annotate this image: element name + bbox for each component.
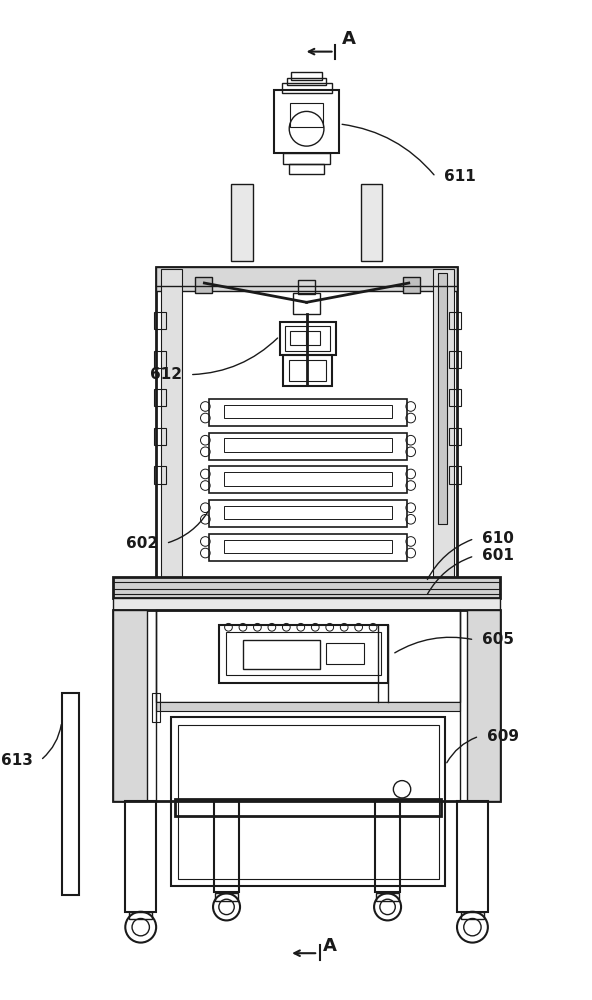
Bar [209, 433, 407, 460]
Bar [155, 466, 166, 484]
Bar [129, 912, 152, 919]
Bar [298, 280, 316, 294]
Bar [449, 428, 461, 445]
Bar [461, 912, 484, 919]
Bar [284, 153, 330, 164]
Bar [449, 466, 461, 484]
Bar [289, 164, 324, 174]
Bar [152, 693, 160, 722]
Bar [112, 577, 500, 598]
Bar [156, 702, 460, 711]
Text: 601: 601 [482, 548, 514, 563]
Bar [156, 267, 457, 580]
Text: 609: 609 [487, 729, 519, 744]
Bar [209, 399, 407, 426]
Bar [224, 438, 392, 452]
Bar [224, 506, 392, 519]
Bar [466, 610, 500, 801]
Bar [112, 598, 500, 610]
Bar [112, 610, 500, 801]
Bar [178, 725, 439, 879]
Bar [175, 799, 440, 816]
Bar [243, 640, 320, 669]
Text: A: A [342, 30, 356, 48]
Bar [289, 360, 326, 381]
Bar [231, 184, 253, 261]
Bar [282, 83, 332, 93]
Bar [290, 331, 305, 345]
Bar [224, 472, 392, 486]
Bar [279, 322, 336, 355]
Bar [375, 801, 400, 892]
Bar [293, 293, 320, 314]
Bar [376, 893, 399, 901]
Bar [437, 273, 448, 524]
Bar [62, 693, 79, 895]
Bar [449, 351, 461, 368]
Bar [209, 534, 407, 561]
Bar [361, 184, 382, 261]
Bar [209, 500, 407, 527]
Text: A: A [323, 937, 337, 955]
Bar [155, 428, 166, 445]
Text: 612: 612 [150, 367, 182, 382]
Bar [224, 405, 392, 418]
Bar [195, 277, 212, 293]
Bar [215, 893, 238, 901]
Bar [457, 801, 488, 912]
Bar [214, 801, 239, 892]
Bar [287, 78, 326, 85]
Bar [326, 643, 365, 664]
Bar [433, 269, 454, 577]
Bar [155, 389, 166, 406]
Bar [290, 103, 323, 127]
Bar [155, 351, 166, 368]
Text: 613: 613 [1, 753, 33, 768]
Bar [285, 326, 330, 351]
Text: 602: 602 [126, 536, 158, 551]
Bar [126, 801, 156, 912]
Bar [403, 277, 420, 293]
Bar [291, 72, 322, 80]
Text: 611: 611 [443, 169, 475, 184]
Text: 605: 605 [482, 632, 514, 647]
Bar [219, 625, 388, 683]
Bar [274, 90, 339, 153]
Bar [307, 331, 320, 345]
Bar [170, 717, 445, 886]
Bar [156, 267, 457, 291]
Text: 610: 610 [482, 531, 514, 546]
Bar [161, 269, 182, 577]
Bar [209, 466, 407, 493]
Bar [224, 540, 392, 553]
Bar [284, 355, 332, 386]
Bar [449, 389, 461, 406]
Bar [226, 632, 381, 675]
Bar [155, 312, 166, 329]
Bar [449, 312, 461, 329]
Bar [112, 610, 146, 801]
Bar [156, 610, 460, 702]
